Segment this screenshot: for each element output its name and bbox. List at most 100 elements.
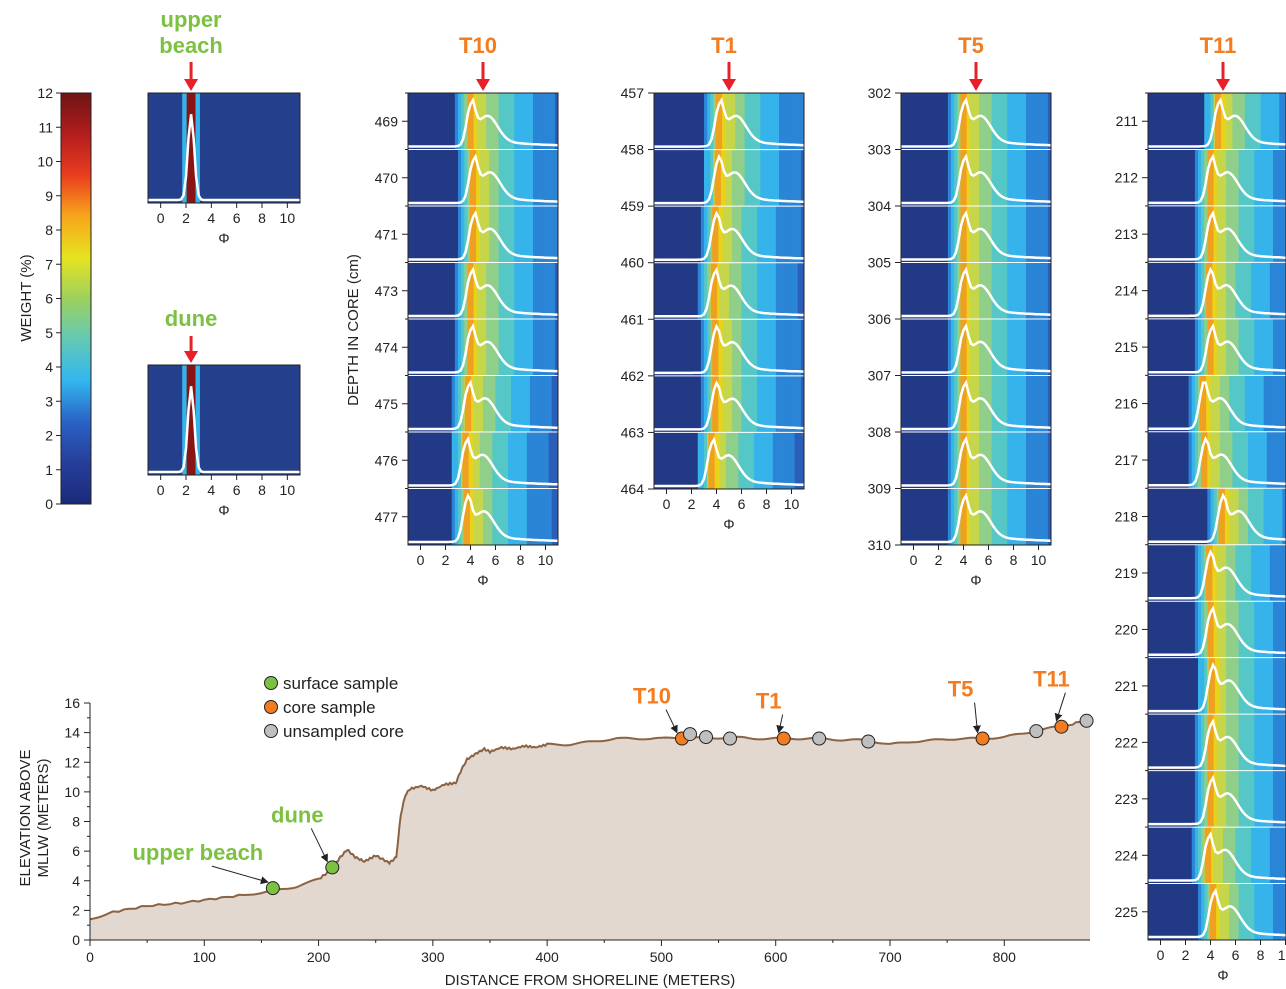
heat-cell bbox=[947, 375, 952, 432]
heat-cell bbox=[1282, 657, 1286, 715]
heat-cell bbox=[716, 262, 721, 320]
heat-cell bbox=[517, 488, 521, 545]
distribution-curve bbox=[1148, 210, 1286, 261]
heat-cell bbox=[523, 93, 528, 150]
heat-cell-peak bbox=[712, 319, 719, 376]
heat-cell bbox=[691, 375, 696, 433]
heat-cell bbox=[1007, 375, 1011, 432]
heat-cell bbox=[1041, 262, 1046, 319]
heat-cell bbox=[1173, 827, 1177, 884]
heat-cell bbox=[1260, 601, 1265, 658]
heat-cell bbox=[685, 93, 689, 150]
heat-cell bbox=[1154, 205, 1158, 263]
heat-cell bbox=[663, 149, 667, 207]
heat-cell bbox=[775, 206, 780, 263]
heat-cell bbox=[533, 262, 537, 319]
heat-cell bbox=[495, 319, 500, 376]
heat-cell bbox=[1198, 827, 1202, 884]
heat-cell bbox=[454, 262, 459, 319]
heat-cell bbox=[1148, 205, 1152, 263]
heat-cell bbox=[508, 319, 512, 376]
heat-cell bbox=[750, 432, 755, 489]
depth-tick-label: 223 bbox=[1115, 791, 1139, 807]
heat-cell bbox=[554, 149, 559, 206]
heat-cell bbox=[408, 262, 412, 319]
heat-cell bbox=[1166, 93, 1171, 150]
depth-tick-label: 214 bbox=[1115, 283, 1139, 299]
heat-cell bbox=[420, 93, 425, 150]
heat-cell bbox=[1254, 601, 1258, 658]
heat-cell bbox=[1010, 93, 1014, 150]
heat-cell bbox=[744, 93, 749, 150]
heat-cell bbox=[785, 262, 789, 320]
heat-cell bbox=[1279, 714, 1283, 771]
core-title: T5 bbox=[958, 33, 984, 58]
x-tick-label: 10 bbox=[1278, 947, 1286, 963]
x-tick-label: 6 bbox=[738, 496, 746, 512]
heat-cell bbox=[935, 149, 939, 206]
heat-cell bbox=[757, 375, 761, 433]
depth-tick-label: 463 bbox=[621, 424, 645, 440]
heat-cell bbox=[1238, 883, 1243, 940]
heat-cell bbox=[514, 93, 518, 150]
heat-cell bbox=[429, 375, 434, 432]
heat-cell bbox=[1260, 770, 1265, 828]
x-tick-label: 2 bbox=[442, 552, 450, 568]
heat-cell bbox=[747, 432, 752, 489]
heat-cell bbox=[501, 375, 506, 432]
heat-cell bbox=[429, 262, 434, 319]
heat-cell bbox=[901, 93, 905, 150]
heat-cell bbox=[1244, 149, 1249, 206]
heat-cell bbox=[788, 432, 792, 489]
heat-cell bbox=[1219, 93, 1224, 150]
heat-cell-peak bbox=[1209, 883, 1217, 940]
colorbar-tick-label: 0 bbox=[45, 496, 53, 512]
heat-cell bbox=[719, 375, 724, 433]
heat-cell bbox=[1185, 488, 1190, 545]
heat-cell bbox=[947, 149, 952, 206]
heat-cell-peak bbox=[960, 262, 967, 319]
heat-cell bbox=[1235, 318, 1240, 376]
heat-cell bbox=[669, 149, 674, 207]
heat-cell bbox=[429, 149, 434, 206]
heat-cell bbox=[1016, 262, 1021, 319]
heat-cell bbox=[1148, 93, 1152, 150]
heat-cell bbox=[1047, 262, 1052, 319]
heat-cell bbox=[766, 319, 771, 376]
heat-cell bbox=[486, 375, 490, 432]
heat-cell bbox=[1216, 827, 1221, 884]
heat-cell bbox=[1029, 149, 1033, 206]
heat-cell bbox=[938, 149, 943, 206]
heat-cell bbox=[929, 319, 933, 376]
y-axis-label-line-1: ELEVATION ABOVE bbox=[17, 750, 34, 887]
heat-cell bbox=[1169, 262, 1174, 319]
heat-cell bbox=[520, 206, 525, 263]
heat-cell bbox=[741, 206, 746, 263]
x-tick-label: 2 bbox=[688, 496, 696, 512]
heat-cell bbox=[994, 488, 999, 545]
heat-cell bbox=[1026, 432, 1030, 489]
x-tick-label: 4 bbox=[467, 552, 475, 568]
distribution-curve bbox=[408, 492, 559, 544]
heat-cell bbox=[1251, 770, 1255, 828]
heat-cell bbox=[785, 206, 789, 263]
heat-cell bbox=[775, 375, 780, 433]
heat-cell bbox=[1241, 544, 1246, 602]
heat-cell bbox=[1185, 770, 1190, 828]
heat-cell bbox=[1032, 262, 1036, 319]
heat-cell bbox=[1276, 770, 1280, 828]
heat-cell bbox=[1254, 149, 1258, 206]
y-tick-label: 16 bbox=[64, 695, 80, 711]
heat-cell bbox=[1263, 714, 1268, 771]
heat-cell bbox=[669, 432, 674, 489]
heat-cell bbox=[458, 375, 462, 432]
heat-cell bbox=[1219, 770, 1224, 828]
heat-cell bbox=[1266, 488, 1271, 545]
heat-cell bbox=[666, 432, 671, 489]
heat-cell bbox=[901, 488, 905, 545]
heat-cell bbox=[1219, 601, 1224, 658]
heat-cell bbox=[1166, 205, 1171, 263]
heat-cell bbox=[910, 149, 914, 206]
heat-cell bbox=[979, 488, 983, 545]
